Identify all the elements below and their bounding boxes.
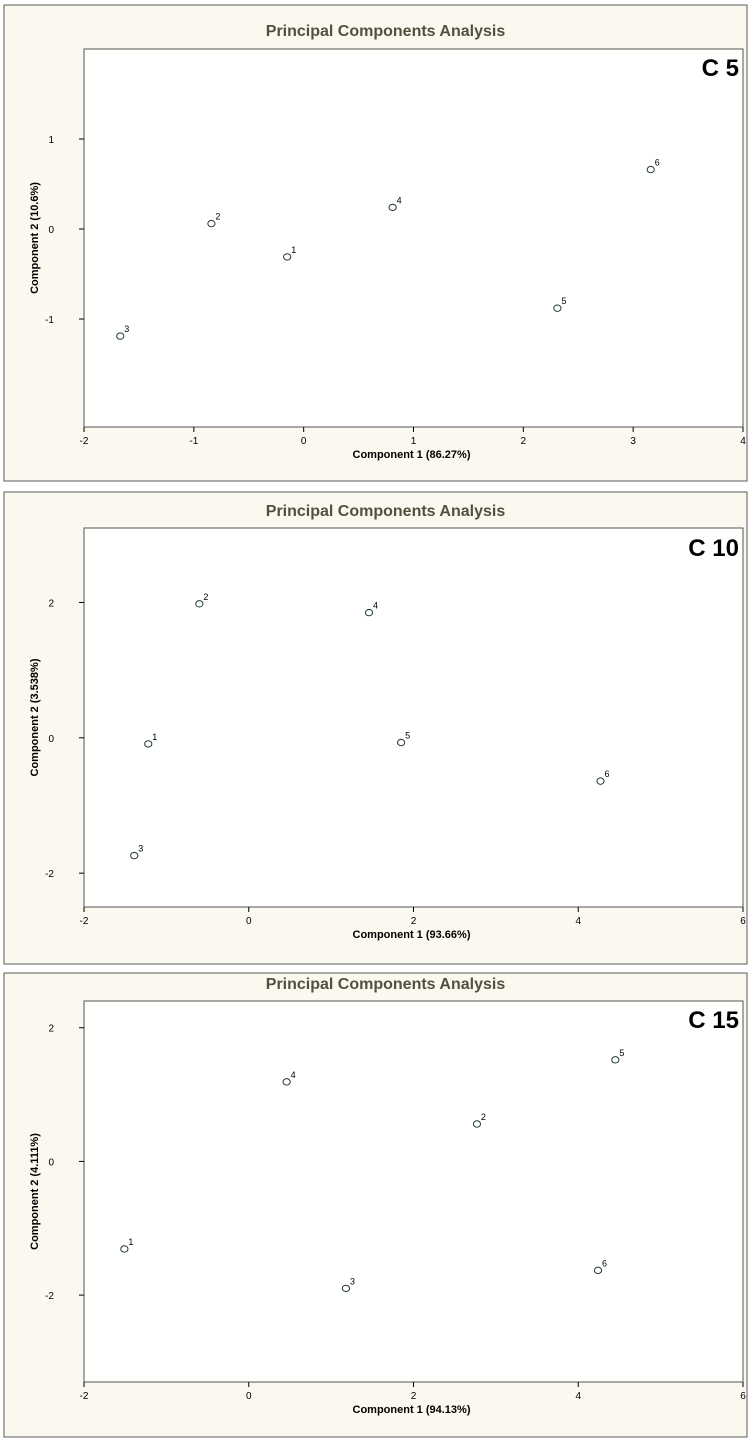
point-2	[472, 1120, 482, 1128]
point-label-5: 5	[405, 731, 410, 741]
x-tick-label: 0	[246, 1391, 252, 1402]
x-tick-label: 2	[411, 916, 417, 927]
x-tick-label: -2	[80, 436, 89, 447]
y-tick-label: 0	[48, 1157, 54, 1168]
x-axis-label: Component 1 (86.27%)	[353, 449, 471, 461]
x-tick-label: -2	[80, 916, 89, 927]
pca-chart-3: Principal Components Analysis C 15 -2 0 2 4 6 -…	[3, 972, 748, 1438]
point-3	[341, 1284, 351, 1293]
point-label-2: 2	[215, 212, 220, 222]
point-label-1: 1	[152, 732, 157, 742]
plot-area	[83, 1000, 744, 1383]
point-label-6: 6	[655, 158, 660, 168]
point-1	[144, 740, 153, 748]
x-tick-label: 2	[411, 1391, 417, 1402]
y-tick-label: 0	[48, 225, 54, 236]
point-3	[116, 332, 125, 340]
panel-tag: C 10	[688, 535, 739, 562]
y-tick-label: -2	[45, 1291, 54, 1302]
point-5	[397, 738, 406, 747]
x-tick-label: -1	[189, 436, 198, 447]
chart-title: Principal Components Analysis	[266, 976, 506, 993]
point-label-4: 4	[373, 601, 378, 611]
y-tick-label: 1	[48, 135, 54, 146]
plot-area	[83, 527, 744, 908]
x-tick-label: 3	[630, 436, 636, 447]
point-label-1: 1	[128, 1237, 133, 1247]
point-4	[388, 203, 397, 212]
point-label-3: 3	[350, 1276, 355, 1286]
point-label-4: 4	[291, 1070, 296, 1080]
point-5	[553, 304, 562, 312]
x-tick-label: 0	[246, 916, 252, 927]
point-1	[120, 1245, 129, 1253]
point-4	[364, 608, 374, 617]
point-2	[207, 219, 216, 228]
point-label-3: 3	[124, 324, 129, 334]
x-axis-label: Component 1 (93.66%)	[353, 929, 471, 941]
x-tick-label: 6	[740, 916, 746, 927]
chart-title: Principal Components Analysis	[266, 23, 506, 40]
point-2	[195, 600, 204, 608]
x-tick-label: 4	[575, 1391, 581, 1402]
chart-title: Principal Components Analysis	[266, 503, 506, 520]
y-axis-label: Component 2 (10.6%)	[29, 182, 41, 294]
x-tick-label: 2	[521, 436, 527, 447]
point-label-1: 1	[291, 245, 296, 255]
plot-area	[83, 48, 744, 428]
x-tick-label: 0	[301, 436, 307, 447]
point-4	[282, 1078, 291, 1086]
x-axis-label: Component 1 (94.13%)	[353, 1404, 471, 1416]
y-tick-label: -2	[45, 869, 54, 880]
point-label-4: 4	[397, 195, 402, 205]
x-tick-label: 1	[411, 436, 417, 447]
point-5	[611, 1056, 620, 1064]
y-tick-label: -1	[45, 315, 54, 326]
x-tick-label: 6	[740, 1391, 746, 1402]
y-tick-label: 0	[48, 734, 54, 745]
point-label-5: 5	[619, 1048, 624, 1058]
point-label-6: 6	[602, 1258, 607, 1268]
panel-tag: C 5	[702, 55, 739, 82]
x-tick-label: 4	[575, 916, 581, 927]
panel-tag: C 15	[688, 1007, 739, 1034]
y-axis-label: Component 2 (4.111%)	[29, 1133, 41, 1250]
x-tick-label: 4	[740, 436, 746, 447]
point-label-3: 3	[138, 844, 143, 854]
point-1	[283, 253, 292, 261]
point-label-2: 2	[481, 1112, 486, 1122]
y-tick-label: 2	[48, 1024, 54, 1035]
point-3	[130, 851, 139, 860]
point-label-5: 5	[561, 296, 566, 306]
y-axis-label: Component 2 (3.538%)	[29, 658, 41, 776]
point-6	[593, 1266, 603, 1275]
point-6	[646, 165, 655, 174]
pca-chart-2: Principal Components Analysis C 10 -2 0 2 4 6 -…	[3, 491, 748, 965]
point-6	[596, 777, 605, 785]
point-label-2: 2	[203, 592, 208, 602]
y-tick-label: 2	[48, 598, 54, 609]
point-label-6: 6	[604, 769, 609, 779]
pca-chart-1: Principal Components Analysis C 5 -2 -1 0 1 2 3…	[3, 4, 748, 482]
x-tick-label: -2	[80, 1391, 89, 1402]
